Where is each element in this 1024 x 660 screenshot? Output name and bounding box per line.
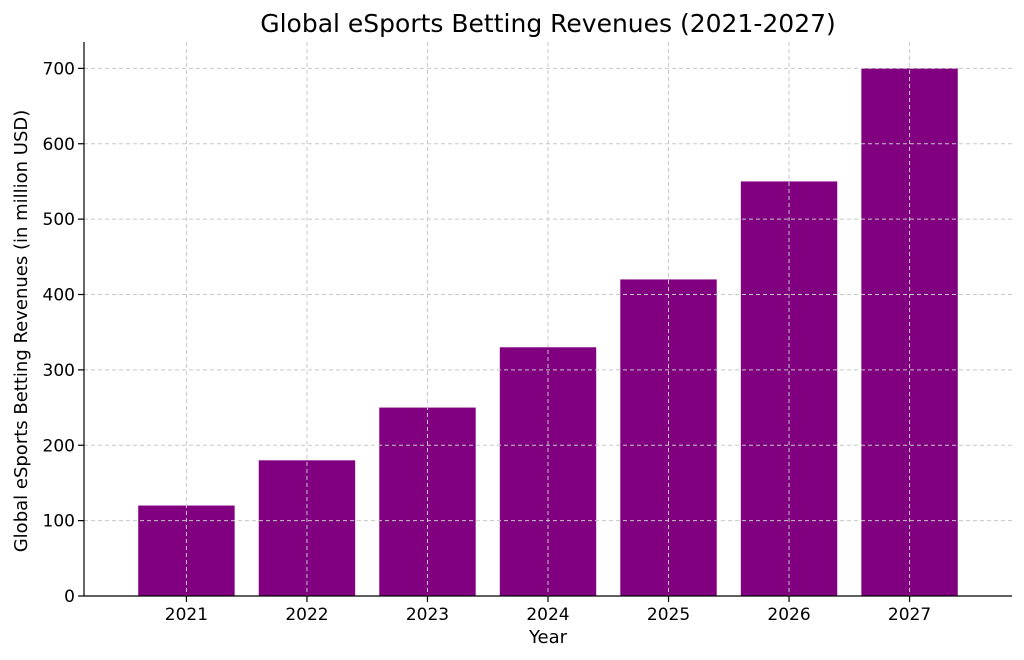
y-tick-label: 600 [43,135,75,155]
x-tick-label: 2022 [285,605,328,625]
x-axis-title: Year [528,627,568,648]
bar-2023 [379,407,476,596]
y-tick-label: 500 [43,210,75,230]
y-ticks: 0 100 200 300 400 500 600 700 [43,59,84,607]
x-tick-label: 2021 [165,605,208,625]
y-tick-label: 0 [64,587,75,607]
y-tick-label: 200 [43,436,75,456]
y-tick-label: 700 [43,59,75,79]
x-ticks: 2021 2022 2023 2024 2025 2026 2027 [165,596,931,625]
y-tick-label: 300 [43,361,75,381]
x-tick-label: 2025 [647,605,690,625]
y-tick-label: 400 [43,286,75,306]
x-tick-label: 2023 [406,605,449,625]
x-tick-label: 2024 [526,605,569,625]
x-tick-label: 2026 [767,605,810,625]
y-axis-title: Global eSports Betting Revenues (in mill… [11,110,32,553]
y-tick-label: 100 [43,512,75,532]
chart-title: Global eSports Betting Revenues (2021-20… [260,9,836,38]
x-tick-label: 2027 [888,605,931,625]
